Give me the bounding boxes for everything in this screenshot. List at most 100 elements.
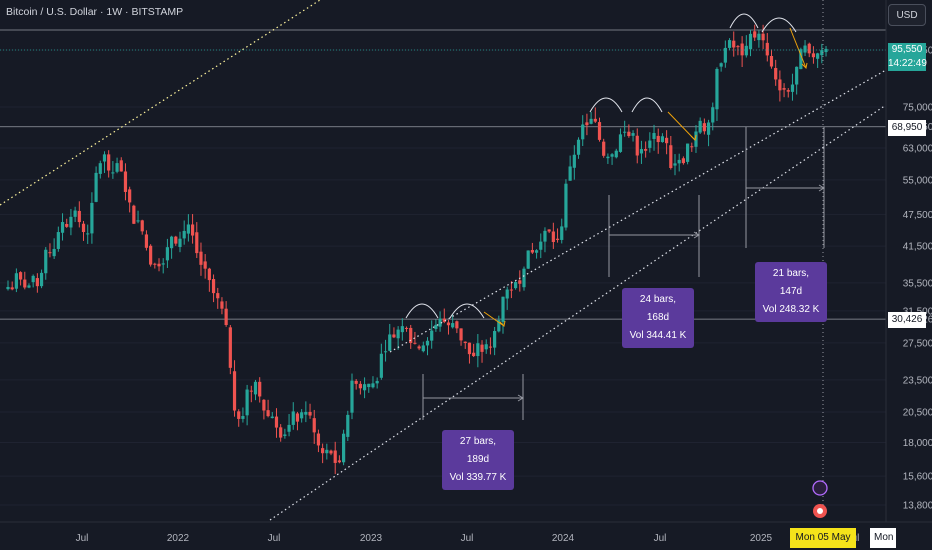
candle-body [48,252,52,254]
candle-body [774,68,778,80]
candle-body [597,122,602,140]
candle-body [786,90,790,92]
candle-body [824,48,828,53]
candle-body [694,131,698,147]
candle-body [161,263,165,265]
time-axis-mon-badge: Mon [870,528,896,548]
candle-body [732,40,736,48]
candle-body [547,229,551,232]
candle-body [430,330,434,341]
candle-body [568,166,572,181]
candle-body [65,223,69,227]
candle-body [417,346,421,349]
candle-body [602,141,606,156]
candle-body [190,224,195,236]
candle-body [119,160,123,172]
candle-body [681,158,685,164]
candle-body [329,450,333,454]
candle-body [253,381,258,395]
candle-body [685,143,690,162]
candle-body [530,250,534,253]
candle-body [803,45,807,53]
double-top-arc-0 [405,303,439,319]
candle-body [606,156,610,159]
measure-volume: Vol 339.77 K [449,472,507,483]
candle-body [472,352,476,357]
candle-body [790,84,795,92]
breakdown-arrowhead-2 [801,62,808,70]
double-top-arc-2 [589,97,623,113]
candle-body [128,189,132,203]
candle-body [748,33,753,50]
breakdown-arrowhead-1 [690,134,697,142]
candle-body [564,183,568,228]
candle-body [706,122,711,135]
candle-body [740,43,744,56]
candle-body [522,268,526,288]
bar-countdown: 14:22:49 [888,58,927,69]
candle-body [249,390,253,392]
candle-body [149,245,153,265]
candle-body [153,263,157,265]
price-tick-8: 31,500 [903,306,932,317]
candle-body [585,122,589,126]
candle-body [14,273,18,289]
candle-body [123,171,128,192]
candle-body [379,353,383,378]
price-tick-11: 23,500 [903,375,932,386]
candle-body [534,250,539,253]
candle-body [232,371,237,411]
candle-body [388,334,392,351]
candle-body [165,247,170,261]
candle-body [442,318,446,322]
candle-body [669,145,673,169]
candle-body [593,118,597,122]
candle-body [157,263,161,267]
candle-body [484,344,488,350]
candle-body [56,232,60,249]
candle-body [513,282,518,289]
candle-body [18,272,23,280]
candle-body [241,416,245,419]
candle-body [186,224,190,234]
candle-body [627,131,631,137]
candle-body [287,424,291,432]
time-axis-panel [0,522,932,550]
candle-body [207,268,211,281]
candle-body [295,413,300,422]
price-tick-6: 41,500 [903,242,932,253]
candle-body [467,342,472,355]
candle-body [316,433,321,446]
candle-body [769,55,774,67]
candle-body [170,236,174,249]
candle-body [283,434,287,436]
candle-body [614,150,618,158]
time-tick-6: Jul [654,533,667,544]
candle-body [342,433,346,463]
candle-body [665,137,669,144]
candle-body [673,163,677,166]
ruler-arrowhead-0 [517,394,524,402]
candle-body [211,279,216,294]
candle-body [224,308,228,325]
candle-body [518,280,522,284]
symbol-title[interactable]: Bitcoin / U.S. Dollar · 1W · BITSTAMP [6,6,184,18]
candle-body [367,383,371,388]
candle-body [446,322,451,326]
candle-body [425,340,430,346]
time-tick-2: Jul [268,533,281,544]
breakdown-arrow-2 [789,27,807,69]
price-tick-14: 15,600 [903,472,932,483]
time-tick-3: 2023 [360,533,383,544]
candle-body [300,412,304,419]
currency-button[interactable]: USD [888,4,926,26]
candle-body [610,154,614,157]
candle-body [396,329,400,339]
candle-body [509,289,513,291]
candle-body [727,40,732,48]
candle-body [631,133,635,136]
candle-body [245,389,249,416]
candle-body [228,327,232,368]
candle-body [325,449,329,454]
candle-body [476,343,480,357]
